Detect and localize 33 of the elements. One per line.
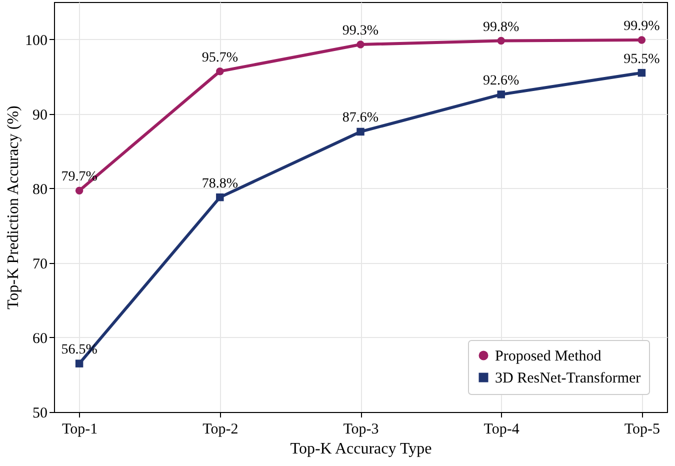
- data-label: 99.9%: [624, 19, 660, 34]
- x-tick-label: Top-3: [343, 422, 379, 438]
- legend-label: 3D ResNet-Transformer: [495, 370, 641, 386]
- data-label: 92.6%: [483, 73, 520, 88]
- y-tick-label: 60: [32, 330, 48, 347]
- point: [216, 67, 224, 76]
- point: [216, 193, 224, 202]
- data-label: 87.6%: [342, 110, 379, 126]
- point: [638, 36, 646, 44]
- data-label: 78.8%: [202, 176, 238, 192]
- x-tick-label: Top-4: [484, 422, 520, 438]
- y-tick-label: 50: [32, 406, 48, 422]
- legend-label: Proposed Method: [495, 348, 602, 364]
- point: [75, 186, 84, 194]
- point: [356, 40, 364, 48]
- data-label: 99.3%: [342, 23, 379, 38]
- point: [497, 36, 505, 45]
- y-tick-label: 90: [32, 107, 48, 124]
- x-tick-label: Top-5: [624, 422, 660, 438]
- y-tick-label: 70: [32, 256, 48, 272]
- y-tick-label: 80: [32, 182, 48, 198]
- x-axis-title: Top-K Accuracy Type: [290, 440, 432, 458]
- point: [356, 128, 364, 136]
- x-tick-label: Top-1: [62, 422, 98, 438]
- point: [75, 360, 84, 368]
- data-label: 95.7%: [202, 50, 238, 66]
- data-label: 95.5%: [624, 52, 660, 67]
- point: [638, 68, 646, 77]
- y-axis-title: Top-K Prediction Accuracy (%): [5, 106, 22, 310]
- y-tick-label: 100: [25, 32, 48, 49]
- x-tick-label: Top-2: [202, 422, 238, 438]
- data-label: 99.8%: [483, 20, 520, 35]
- point: [497, 90, 505, 98]
